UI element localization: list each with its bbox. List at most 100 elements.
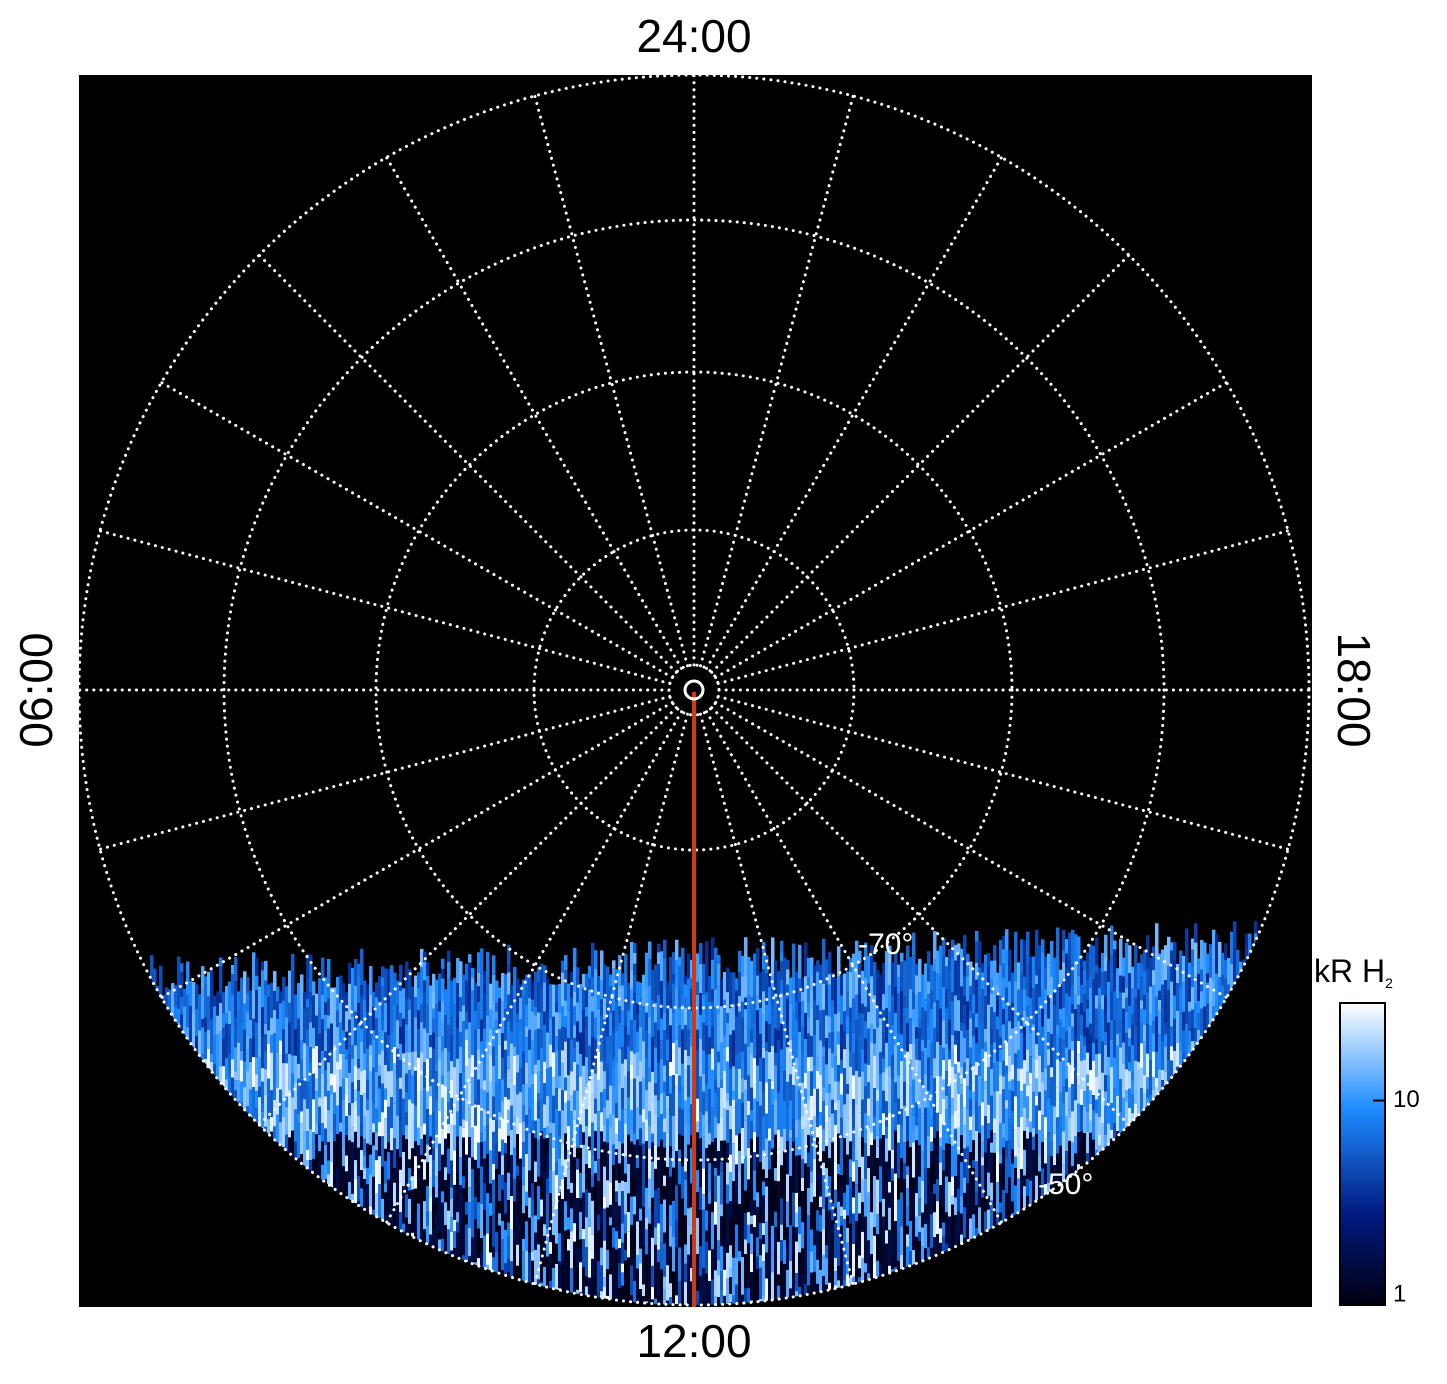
emission-pixel xyxy=(552,1052,556,1077)
emission-pixel xyxy=(210,998,214,1020)
emission-pixel xyxy=(861,1258,865,1291)
emission-pixel xyxy=(366,1048,370,1080)
emission-pixel xyxy=(858,1112,862,1137)
emission-pixel xyxy=(363,1027,367,1054)
emission-pixel xyxy=(813,1196,817,1228)
emission-pixel xyxy=(777,1030,781,1040)
emission-pixel xyxy=(864,1216,868,1234)
emission-pixel xyxy=(960,1106,964,1135)
emission-pixel xyxy=(957,1093,961,1128)
emission-pixel xyxy=(1008,981,1012,1007)
emission-pixel xyxy=(1083,970,1087,987)
emission-pixel xyxy=(639,1145,643,1156)
emission-pixel xyxy=(651,1037,655,1072)
emission-pixel xyxy=(225,1013,229,1024)
emission-pixel xyxy=(222,1066,226,1092)
emission-pixel xyxy=(711,1142,715,1155)
emission-pixel xyxy=(873,962,877,996)
emission-pixel xyxy=(1083,1090,1087,1107)
emission-pixel xyxy=(909,1113,913,1148)
emission-pixel xyxy=(642,974,646,1007)
emission-pixel xyxy=(1005,1065,1009,1074)
emission-pixel xyxy=(882,994,886,1011)
emission-pixel xyxy=(339,1086,343,1123)
emission-pixel xyxy=(1038,1029,1042,1056)
emission-pixel xyxy=(543,1170,547,1191)
emission-pixel xyxy=(960,986,964,1023)
emission-pixel xyxy=(453,1150,457,1185)
emission-pixel xyxy=(255,990,259,1023)
emission-pixel xyxy=(240,977,244,986)
emission-pixel xyxy=(798,1193,802,1207)
emission-pixel xyxy=(750,1139,754,1171)
emission-pixel xyxy=(765,1278,769,1302)
emission-pixel xyxy=(993,1189,997,1213)
emission-pixel xyxy=(897,1033,901,1042)
emission-pixel xyxy=(381,1083,385,1113)
emission-pixel xyxy=(525,1221,529,1251)
emission-pixel xyxy=(1065,953,1069,967)
emission-pixel xyxy=(174,985,178,1007)
emission-pixel xyxy=(801,1026,805,1054)
emission-pixel xyxy=(501,1001,505,1033)
emission-pixel xyxy=(846,1016,850,1034)
emission-pixel xyxy=(1005,1042,1009,1066)
emission-pixel xyxy=(627,1134,631,1156)
emission-pixel xyxy=(699,943,703,965)
emission-pixel xyxy=(912,1009,916,1023)
emission-pixel xyxy=(462,1197,466,1222)
emission-pixel xyxy=(933,1027,937,1059)
emission-pixel xyxy=(525,1250,529,1287)
emission-pixel xyxy=(609,1308,613,1319)
emission-pixel xyxy=(249,1089,253,1116)
emission-pixel xyxy=(594,1130,598,1161)
emission-pixel xyxy=(987,1123,991,1139)
emission-pixel xyxy=(987,1172,991,1197)
emission-pixel xyxy=(423,951,427,962)
emission-pixel xyxy=(663,1065,667,1082)
emission-pixel xyxy=(987,1209,991,1244)
emission-pixel xyxy=(1026,931,1030,964)
emission-pixel xyxy=(429,1154,433,1177)
emission-pixel xyxy=(480,1061,484,1090)
emission-pixel xyxy=(1077,1004,1081,1041)
emission-pixel xyxy=(645,1119,649,1142)
emission-pixel xyxy=(1065,993,1069,1016)
emission-pixel xyxy=(1020,1032,1024,1069)
emission-pixel xyxy=(468,962,472,995)
emission-pixel xyxy=(582,987,586,1011)
emission-pixel xyxy=(834,1110,838,1125)
emission-pixel xyxy=(765,1221,769,1253)
emission-pixel xyxy=(405,1112,409,1126)
emission-pixel xyxy=(828,1092,832,1117)
emission-pixel xyxy=(612,1066,616,1086)
emission-pixel xyxy=(420,1022,424,1052)
emission-pixel xyxy=(651,1133,655,1143)
emission-pixel xyxy=(768,1097,772,1129)
emission-pixel xyxy=(798,1031,802,1068)
emission-pixel xyxy=(774,960,778,994)
emission-pixel xyxy=(420,993,424,1005)
emission-pixel xyxy=(876,1304,880,1305)
emission-pixel xyxy=(909,1059,913,1088)
emission-pixel xyxy=(450,1113,454,1125)
emission-pixel xyxy=(663,1030,667,1066)
emission-pixel xyxy=(567,1100,571,1126)
emission-pixel xyxy=(357,963,361,975)
emission-pixel xyxy=(696,1098,700,1122)
emission-pixel xyxy=(597,1230,601,1262)
emission-pixel xyxy=(1044,967,1048,990)
emission-pixel xyxy=(420,1190,424,1228)
emission-pixel xyxy=(636,1052,640,1076)
emission-pixel xyxy=(915,1140,919,1156)
emission-pixel xyxy=(900,952,904,962)
emission-pixel xyxy=(780,1282,784,1300)
emission-pixel xyxy=(342,1303,346,1305)
emission-pixel xyxy=(738,1036,742,1052)
emission-pixel xyxy=(450,1097,454,1114)
emission-pixel xyxy=(621,1109,625,1144)
emission-pixel xyxy=(321,957,325,995)
emission-pixel xyxy=(771,1172,775,1192)
emission-pixel xyxy=(990,1130,994,1143)
emission-pixel xyxy=(447,961,451,978)
